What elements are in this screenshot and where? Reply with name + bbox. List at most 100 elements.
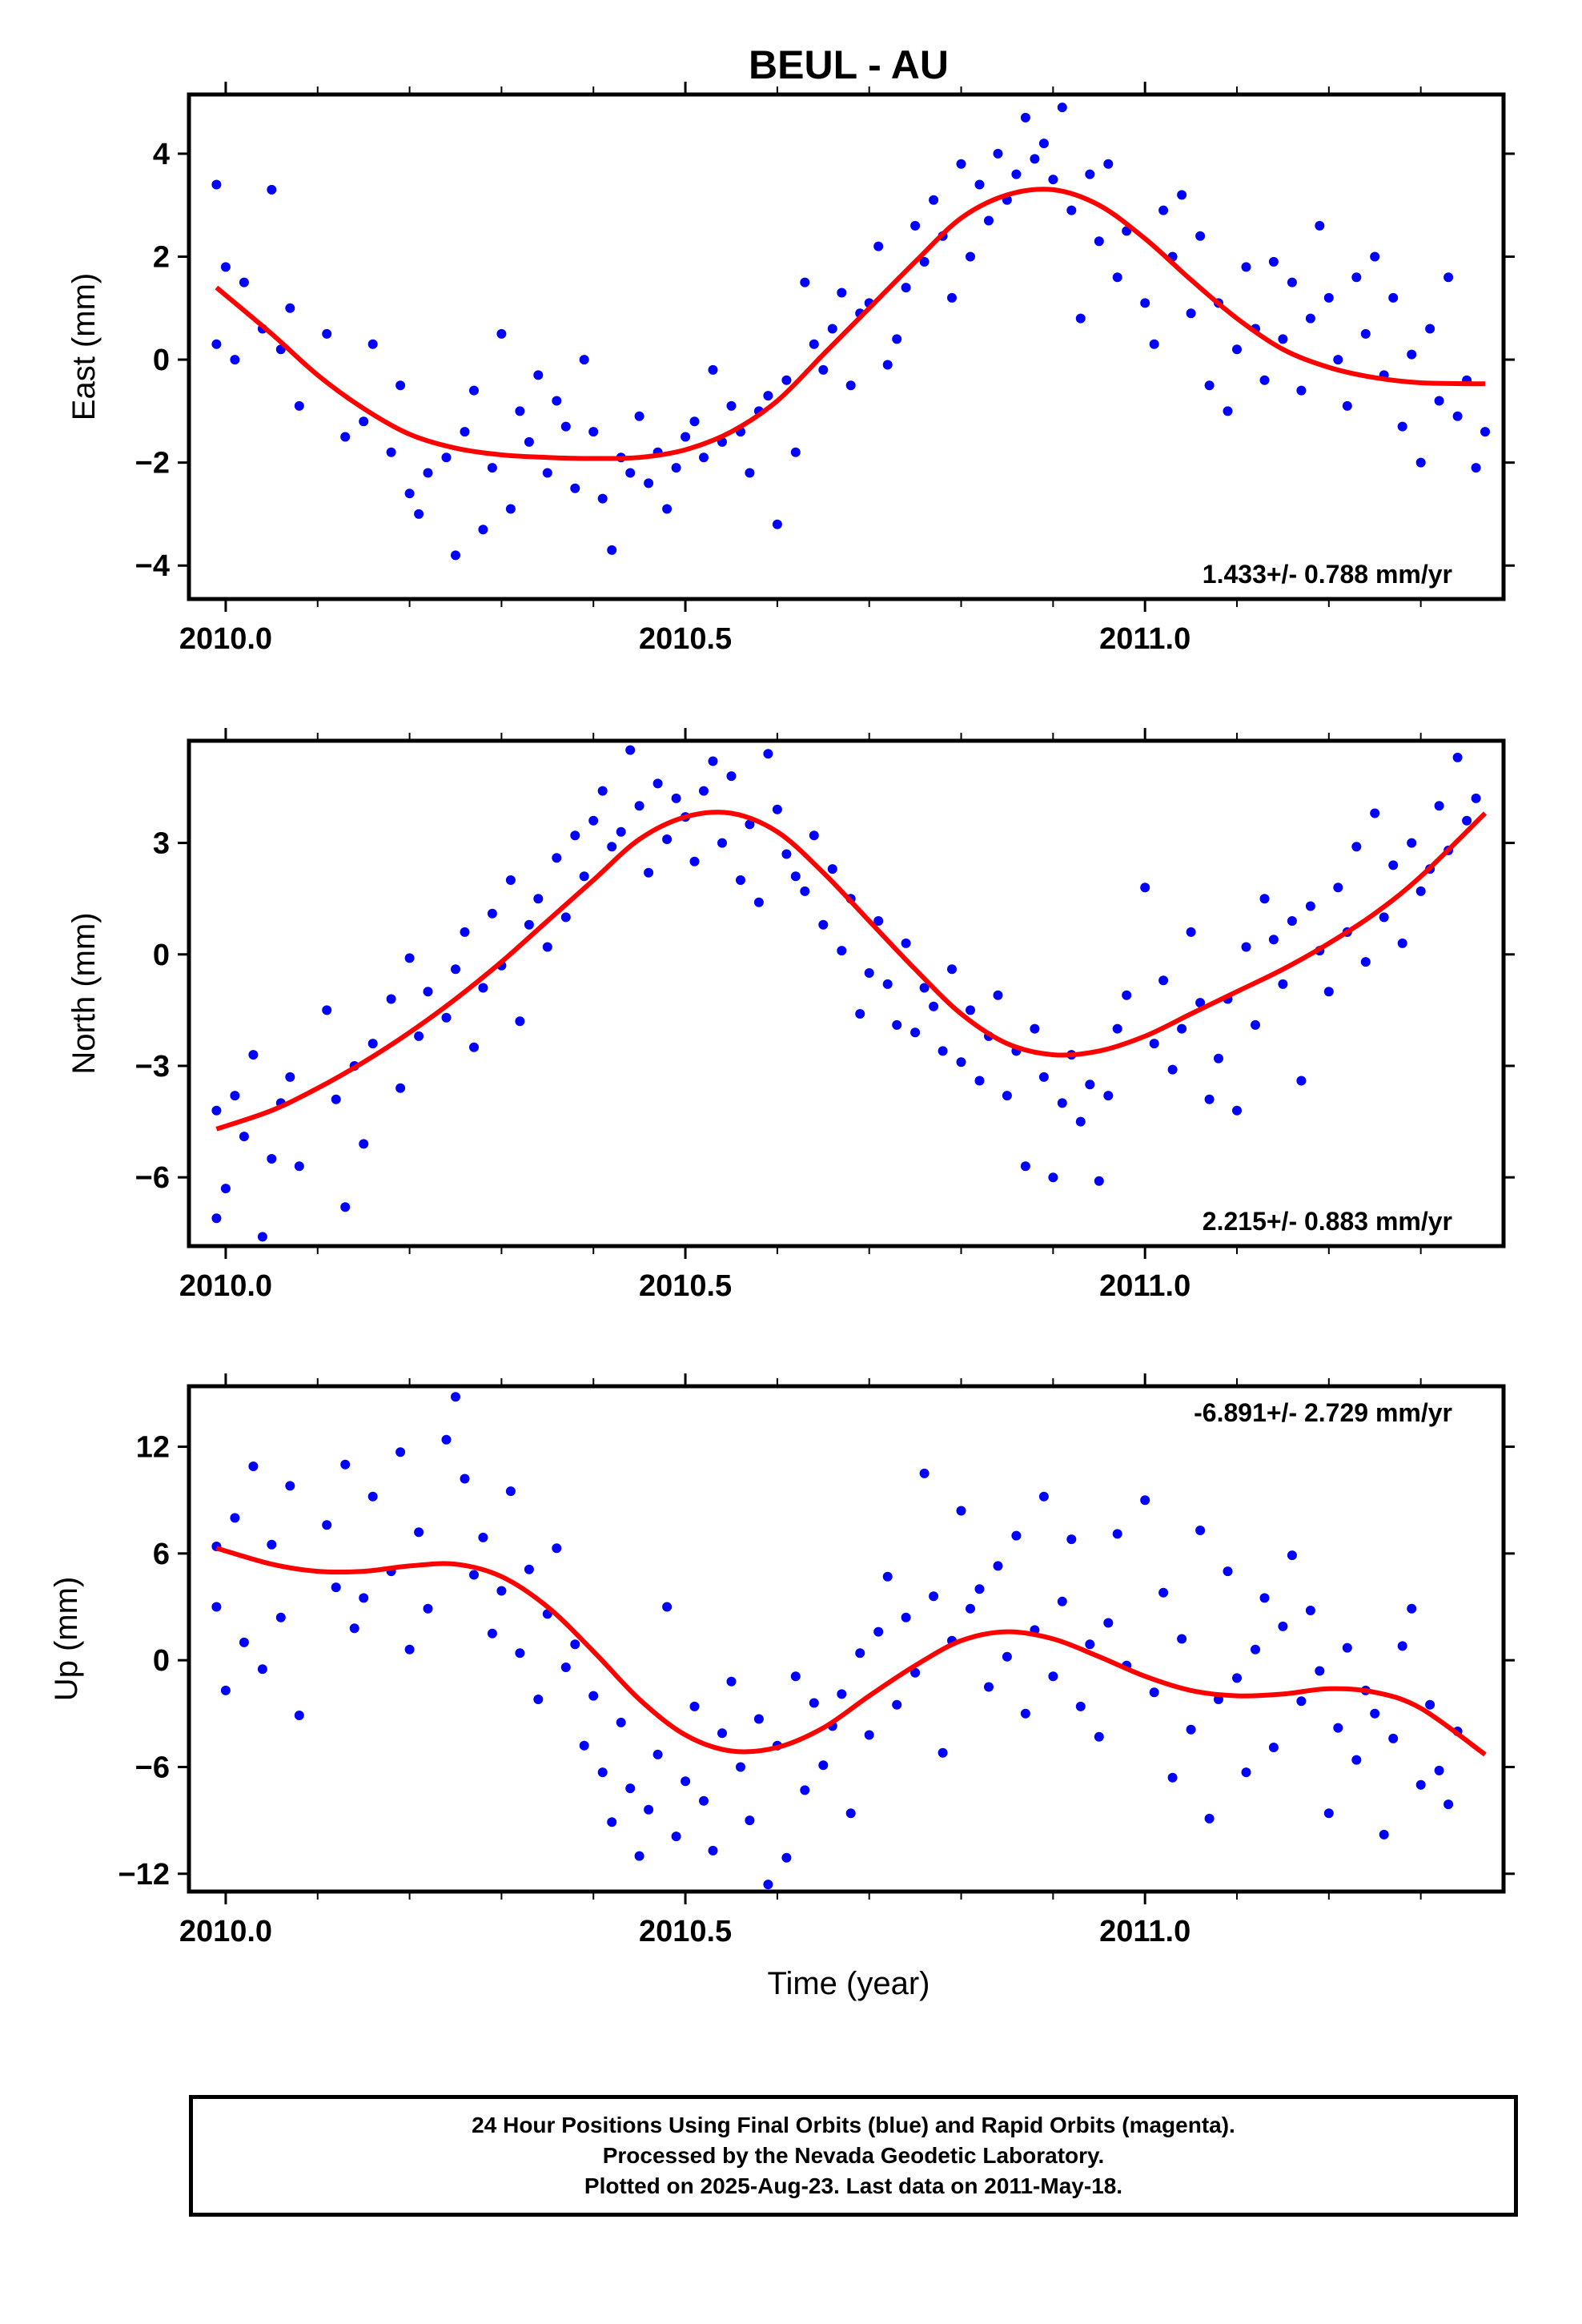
up-data-point — [1066, 1534, 1077, 1545]
up-data-point — [882, 1571, 893, 1582]
up-data-point — [818, 1760, 829, 1771]
east-points — [211, 103, 1490, 561]
up-data-point — [441, 1434, 452, 1445]
north-data-point — [560, 912, 571, 923]
north-data-point — [257, 1232, 267, 1242]
east-data-point — [919, 256, 930, 267]
up-y-tick-label: 0 — [153, 1644, 170, 1678]
up-data-point — [1296, 1696, 1307, 1707]
up-data-point — [984, 1682, 994, 1692]
up-data-point — [671, 1831, 681, 1842]
up-data-point — [1472, 0, 1481, 5]
up-data-point — [1232, 1673, 1242, 1683]
north-data-point — [1186, 927, 1196, 937]
north-data-point — [1305, 901, 1315, 911]
up-y-tick-label: −6 — [135, 1751, 170, 1784]
up-data-point — [1140, 1495, 1150, 1506]
north-data-point — [542, 942, 552, 952]
north-panel: 2010.0 2010.5 2011.0 −6 −3 0 3 North (mm) 2.215+… — [66, 728, 1515, 1303]
east-data-point — [496, 328, 507, 339]
north-data-point — [671, 793, 681, 803]
up-data-point — [1020, 1708, 1030, 1719]
east-data-point — [929, 195, 939, 205]
north-data-point — [1149, 1039, 1159, 1049]
north-y-tick-label: 3 — [153, 827, 170, 861]
east-x-tick-label: 2010.0 — [179, 622, 272, 656]
north-data-point — [423, 987, 433, 997]
east-data-point — [1057, 103, 1067, 113]
east-data-point — [1204, 380, 1215, 391]
east-data-point — [827, 324, 837, 334]
east-data-point — [1443, 272, 1454, 283]
east-data-point — [1094, 236, 1104, 247]
east-data-point — [1415, 457, 1426, 468]
up-data-point — [1315, 1666, 1325, 1676]
north-data-point — [818, 919, 829, 930]
up-data-point — [1103, 1618, 1114, 1628]
east-data-point — [699, 452, 709, 463]
east-data-point — [901, 283, 911, 293]
east-data-point — [1066, 205, 1077, 215]
east-data-point — [910, 220, 921, 231]
up-data-point — [285, 1481, 295, 1491]
north-data-point — [1379, 912, 1389, 923]
east-data-point — [726, 400, 737, 411]
up-data-point — [1443, 1799, 1454, 1810]
east-data-point — [367, 339, 378, 349]
east-data-point — [662, 504, 673, 514]
up-data-point — [1223, 1566, 1233, 1577]
east-data-point — [423, 468, 433, 478]
north-data-point — [451, 964, 460, 975]
north-data-point — [1195, 998, 1206, 1008]
east-panel: 2010.0 2010.5 2011.0 −4 −2 0 2 4 East (mm) 1.433+… — [66, 82, 1515, 656]
east-data-point — [947, 292, 957, 303]
north-data-point — [267, 1154, 277, 1164]
east-data-point — [570, 483, 580, 493]
north-x-tick-label: 2011.0 — [1099, 1269, 1191, 1303]
north-data-point — [736, 875, 745, 885]
east-data-point — [396, 380, 406, 391]
up-y-axis-label: Up (mm) — [49, 1577, 84, 1702]
north-data-point — [919, 983, 930, 993]
east-data-point — [1195, 231, 1206, 241]
east-data-point — [478, 525, 488, 535]
east-data-point — [625, 468, 636, 478]
up-data-point — [1241, 1767, 1251, 1778]
east-data-point — [745, 468, 755, 478]
east-data-point — [1259, 375, 1270, 385]
north-data-point — [1048, 1172, 1058, 1183]
up-data-point — [588, 1691, 599, 1701]
north-data-point — [809, 830, 819, 841]
footer-line-processed: Processed by the Nevada Geodetic Laborat… — [602, 2143, 1105, 2168]
east-data-point — [505, 504, 516, 514]
figure-title: BEUL - AU — [749, 42, 949, 87]
up-data-point — [1195, 1526, 1206, 1535]
east-rate-annotation: 1.433+/- 0.788 mm/yr — [1203, 560, 1452, 589]
up-data-point — [1425, 1699, 1435, 1710]
up-data-point — [1158, 1587, 1169, 1598]
north-data-point — [1360, 957, 1371, 967]
east-data-point — [689, 416, 700, 427]
east-data-point — [671, 463, 681, 473]
east-data-point — [974, 179, 985, 190]
north-data-point — [579, 871, 589, 882]
north-data-point — [1462, 815, 1472, 826]
north-data-point — [404, 953, 415, 963]
up-data-point — [1085, 1639, 1095, 1650]
north-data-point — [552, 853, 562, 863]
up-data-point — [845, 1808, 856, 1819]
east-y-axis-label: East (mm) — [66, 273, 102, 420]
north-data-point — [781, 849, 792, 859]
north-data-point — [1030, 1023, 1040, 1034]
up-data-point — [560, 1663, 571, 1672]
east-data-point — [809, 339, 819, 349]
footer-line-plotted: Plotted on 2025-Aug-23. Last data on 201… — [584, 2173, 1123, 2198]
east-x-tick-label: 2011.0 — [1099, 622, 1191, 656]
up-data-point — [809, 1698, 819, 1708]
north-data-point — [726, 771, 737, 782]
east-data-point — [984, 215, 994, 226]
north-plot-frame — [187, 738, 1506, 1248]
footer-info-box: 24 Hour Positions Using Final Orbits (bl… — [189, 2095, 1518, 2217]
up-data-point — [515, 1648, 525, 1659]
east-data-point — [469, 385, 479, 396]
